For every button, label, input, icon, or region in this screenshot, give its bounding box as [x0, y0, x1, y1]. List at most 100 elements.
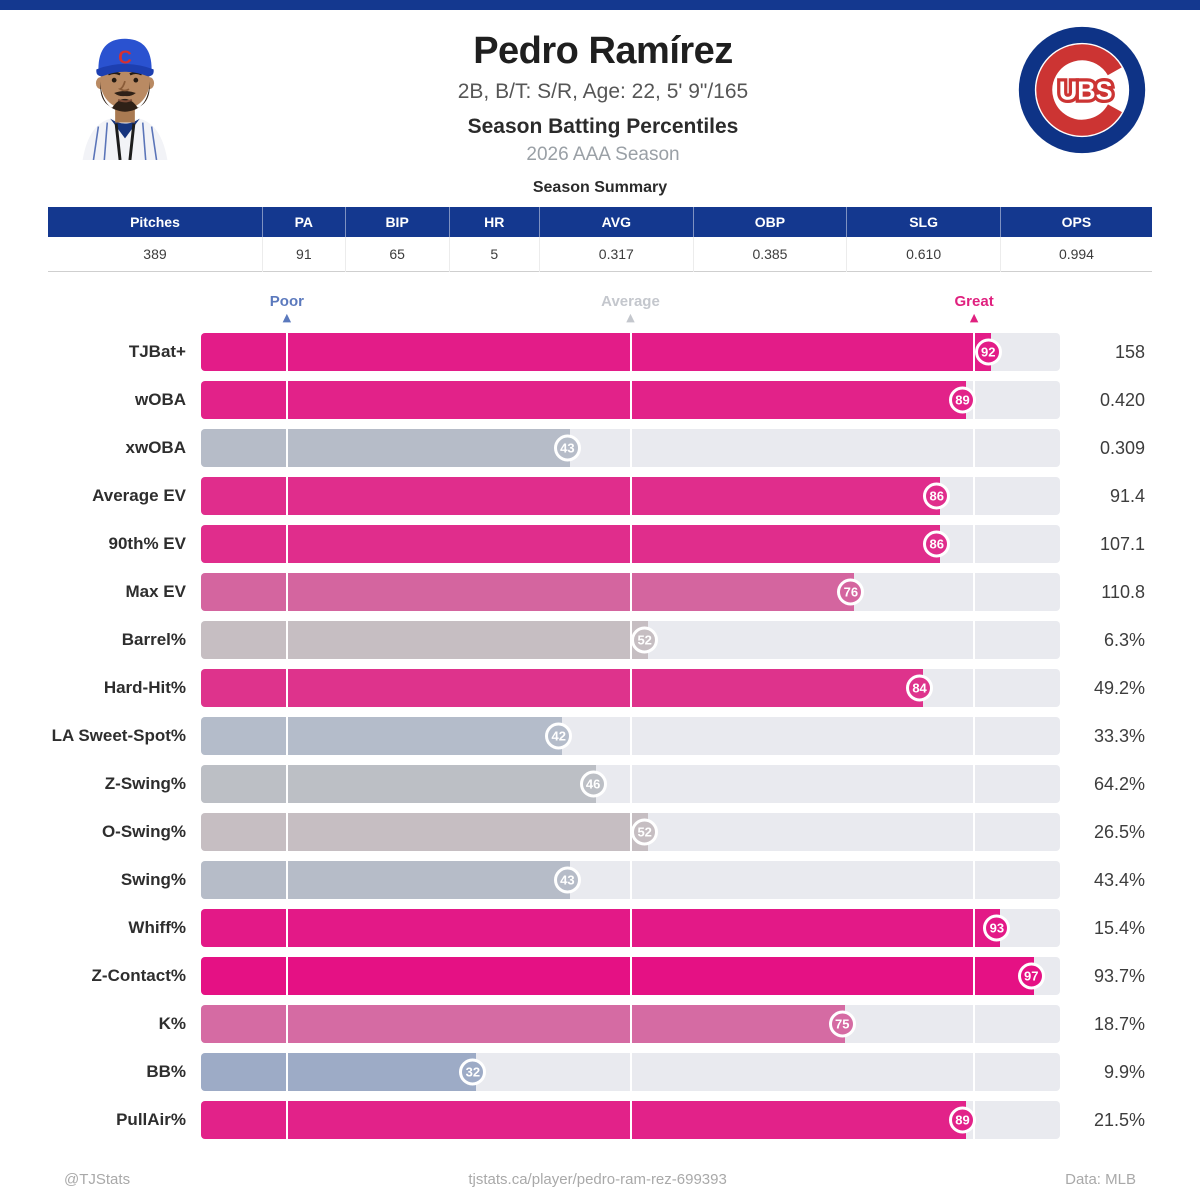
percentile-badge: 76: [837, 578, 865, 606]
gridline: [973, 957, 976, 995]
percentile-badge: 89: [949, 1106, 976, 1134]
percentile-row: BB% 32 9.9%: [0, 1048, 1200, 1096]
marker-poor: Poor ▲: [269, 293, 304, 324]
logo-wordmark: UBS: [1059, 77, 1113, 105]
gridline: [285, 717, 288, 755]
percentile-bar: 46: [201, 765, 1060, 803]
metric-value: 15.4%: [1093, 917, 1145, 938]
gridline: [629, 957, 632, 995]
metric-label: TJBat+: [128, 342, 186, 361]
gridline: [285, 477, 288, 515]
gridline: [629, 573, 632, 611]
percentile-badge: 93: [983, 914, 1011, 942]
percentile-row: Whiff% 93 15.4%: [0, 904, 1200, 952]
page-header: C Pedro Ramírez 2B, B/T: S/R, Age: 22, 5…: [0, 10, 1200, 166]
metric-value: 6.3%: [1103, 629, 1145, 650]
percentile-badge: 52: [631, 818, 659, 846]
percentile-bar: 97: [201, 957, 1060, 995]
percentile-bar: 75: [201, 1005, 1060, 1043]
summary-column-header: BIP: [345, 207, 450, 237]
percentile-badge: 75: [828, 1010, 856, 1038]
metric-label: Whiff%: [128, 918, 186, 937]
gridline: [285, 909, 288, 947]
gridline: [973, 477, 976, 515]
summary-column-header: AVG: [539, 207, 694, 237]
gridline: [285, 381, 288, 419]
gridline: [285, 957, 288, 995]
percentile-row: Hard-Hit% 84 49.2%: [0, 664, 1200, 712]
summary-column-header: SLG: [846, 207, 1001, 237]
top-accent-bar: [0, 0, 1200, 10]
gridline: [973, 909, 976, 947]
percentile-bar: 52: [201, 621, 1060, 659]
percentile-bar: 43: [201, 861, 1060, 899]
percentile-row: wOBA 89 0.420: [0, 376, 1200, 424]
gridline: [973, 1053, 976, 1091]
gridline: [285, 669, 288, 707]
gridline: [285, 765, 288, 803]
percentile-row: K% 75 18.7%: [0, 1000, 1200, 1048]
gridline: [973, 333, 976, 371]
percentile-bar: 93: [201, 909, 1060, 947]
gridline: [973, 1005, 976, 1043]
scale-markers: Poor ▲ Average ▲ Great ▲: [201, 294, 1060, 328]
gridline: [973, 429, 976, 467]
gridline: [285, 1005, 288, 1043]
cubs-logo-icon: UBS ™: [1018, 26, 1146, 154]
metric-label: PullAir%: [116, 1110, 186, 1129]
metric-label: wOBA: [135, 390, 186, 409]
gridline: [973, 717, 976, 755]
percentile-bar: 32: [201, 1053, 1060, 1091]
page-footer: @TJStats tjstats.ca/player/pedro-ram-rez…: [0, 1171, 1200, 1188]
cap-letter: C: [118, 46, 132, 67]
metric-value: 21.5%: [1093, 1109, 1145, 1130]
summary-value-row: 389 91 65 5 0.317 0.385 0.610 0.994: [48, 237, 1152, 272]
percentile-bar: 52: [201, 813, 1060, 851]
metric-value: 43.4%: [1093, 869, 1145, 890]
metric-label: Average EV: [92, 486, 186, 505]
percentile-row: LA Sweet-Spot% 42 33.3%: [0, 712, 1200, 760]
percentile-badge: 84: [906, 674, 934, 702]
season-summary-title: Season Summary: [532, 179, 668, 196]
gridline: [285, 621, 288, 659]
gridline: [629, 813, 632, 851]
metric-label: Barrel%: [121, 630, 186, 649]
metric-value: 0.309: [1099, 437, 1145, 458]
gridline: [629, 477, 632, 515]
percentile-bar: 43: [201, 429, 1060, 467]
marker-triangle-icon: ▲: [969, 311, 979, 324]
percentile-badge: 86: [923, 530, 951, 558]
percentile-badge: 89: [949, 386, 976, 414]
gridline: [629, 765, 632, 803]
gridline: [973, 621, 976, 659]
percentile-bar: 76: [201, 573, 1060, 611]
percentile-bar: 86: [201, 525, 1060, 563]
percentile-bar: 92: [201, 333, 1060, 371]
player-headshot-illustration: C: [82, 38, 168, 161]
metric-label: BB%: [146, 1062, 186, 1081]
gridline: [629, 1005, 632, 1043]
gridline: [973, 813, 976, 851]
percentile-badge: 43: [553, 434, 581, 462]
percentile-row: Average EV 86 91.4: [0, 472, 1200, 520]
marker-triangle-icon: ▲: [282, 311, 292, 324]
percentile-badge: 92: [974, 338, 1002, 366]
metric-label: xwOBA: [125, 438, 186, 457]
percentile-bar: 89: [201, 381, 1060, 419]
summary-value-cell: 0.610: [846, 237, 1001, 272]
footer-handle: @TJStats: [64, 1171, 131, 1188]
percentile-badge: 52: [631, 626, 659, 654]
metric-label: Swing%: [120, 870, 186, 889]
percentile-bar: 86: [201, 477, 1060, 515]
season-subtitle: 2026 AAA Season: [526, 144, 680, 165]
summary-column-header: HR: [449, 207, 540, 237]
gridline: [629, 1101, 632, 1139]
player-bio: 2B, B/T: S/R, Age: 22, 5' 9"/165: [457, 80, 749, 103]
gridline: [629, 1053, 632, 1091]
percentile-row: Swing% 43 43.4%: [0, 856, 1200, 904]
percentile-badge: 46: [579, 770, 607, 798]
marker-average: Average ▲: [601, 293, 660, 324]
gridline: [285, 813, 288, 851]
chart-title: Season Batting Percentiles: [467, 115, 739, 138]
gridline: [629, 381, 632, 419]
